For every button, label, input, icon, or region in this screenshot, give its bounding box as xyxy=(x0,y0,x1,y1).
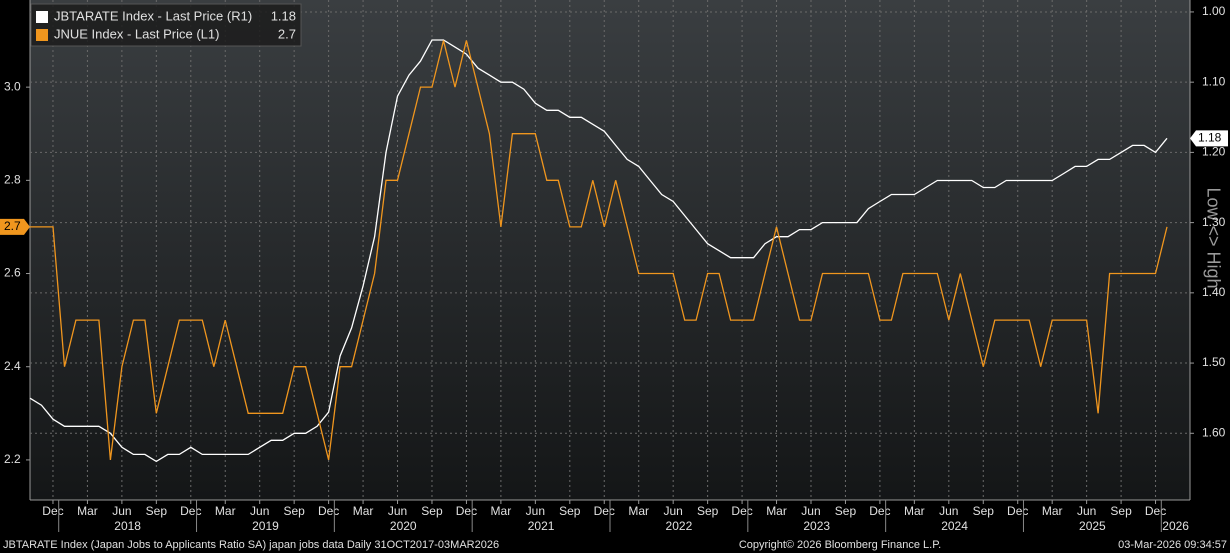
x-tick-label: Jun xyxy=(388,504,407,518)
x-tick-label: Mar xyxy=(904,504,925,518)
y-tick-label: 2.2 xyxy=(4,452,21,466)
y-tick-label: 2.8 xyxy=(4,173,21,187)
series-line xyxy=(29,39,1168,463)
last-value-tag xyxy=(0,218,30,235)
year-label: 2024 xyxy=(941,519,968,533)
x-tick-label: Sep xyxy=(146,504,168,518)
year-label: 2018 xyxy=(114,519,141,533)
x-tick-label: Sep xyxy=(559,504,581,518)
x-tick-label: Mar xyxy=(353,504,374,518)
y2-tick-label: 1.40 xyxy=(1202,285,1226,299)
x-tick-label: Sep xyxy=(421,504,443,518)
x-tick-label: Sep xyxy=(1110,504,1132,518)
footer-source: JBTARATE Index (Japan Jobs to Applicants… xyxy=(3,539,499,551)
legend-swatch xyxy=(36,11,48,23)
x-tick-label: Jun xyxy=(663,504,682,518)
x-tick-label: Mar xyxy=(1042,504,1063,518)
y-tick-label: 2.4 xyxy=(4,359,21,373)
y2-tick-label: 1.00 xyxy=(1202,4,1226,18)
year-label: 2026 xyxy=(1162,519,1189,533)
plot-area xyxy=(30,0,1190,500)
x-tick-label: Jun xyxy=(250,504,269,518)
legend-value: 2.7 xyxy=(278,26,296,41)
y2-tick-label: 1.10 xyxy=(1202,74,1226,88)
x-tick-label: Sep xyxy=(283,504,305,518)
year-label: 2019 xyxy=(252,519,279,533)
x-tick-label: Dec xyxy=(180,504,201,518)
footer-copyright: Copyright© 2026 Bloomberg Finance L.P. xyxy=(739,539,941,551)
y-tick-label: 2.6 xyxy=(4,266,21,280)
last-value-label: 1.18 xyxy=(1198,131,1222,145)
x-tick-label: Mar xyxy=(77,504,98,518)
x-tick-label: Jun xyxy=(112,504,131,518)
x-tick-label: Dec xyxy=(456,504,477,518)
x-tick-label: Dec xyxy=(318,504,339,518)
legend-value: 1.18 xyxy=(271,8,296,23)
legend-box xyxy=(30,3,302,47)
x-tick-label: Jun xyxy=(1077,504,1096,518)
series-line xyxy=(30,40,1168,461)
y2-tick-label: 1.20 xyxy=(1202,145,1226,159)
legend-swatch xyxy=(36,29,48,41)
x-tick-label: Dec xyxy=(42,504,63,518)
x-tick-label: Sep xyxy=(697,504,719,518)
x-tick-label: Jun xyxy=(801,504,820,518)
x-tick-label: Jun xyxy=(526,504,545,518)
footer-timestamp: 03-Mar-2026 09:34:57 xyxy=(1118,539,1227,551)
y2-axis-title: Low <> High xyxy=(1203,187,1223,288)
x-tick-label: Mar xyxy=(491,504,512,518)
year-label: 2023 xyxy=(803,519,830,533)
y2-tick-label: 1.30 xyxy=(1202,215,1226,229)
x-tick-label: Dec xyxy=(869,504,890,518)
x-tick-label: Sep xyxy=(973,504,995,518)
y-tick-label: 3.0 xyxy=(4,79,21,93)
last-value-label: 2.7 xyxy=(4,219,21,233)
legend-label: JBTARATE Index - Last Price (R1) xyxy=(54,8,252,23)
y2-tick-label: 1.60 xyxy=(1202,425,1226,439)
year-label: 2020 xyxy=(390,519,417,533)
x-tick-label: Sep xyxy=(835,504,857,518)
x-tick-label: Dec xyxy=(1007,504,1028,518)
y2-tick-label: 1.50 xyxy=(1202,355,1226,369)
x-tick-label: Jun xyxy=(939,504,958,518)
x-tick-label: Dec xyxy=(1145,504,1166,518)
x-tick-label: Mar xyxy=(215,504,236,518)
x-tick-label: Dec xyxy=(731,504,752,518)
year-label: 2022 xyxy=(666,519,693,533)
year-label: 2025 xyxy=(1079,519,1106,533)
legend-label: JNUE Index - Last Price (L1) xyxy=(54,26,219,41)
last-value-tag xyxy=(1190,130,1228,147)
x-tick-label: Dec xyxy=(594,504,615,518)
year-label: 2021 xyxy=(528,519,555,533)
x-tick-label: Mar xyxy=(766,504,787,518)
x-tick-label: Mar xyxy=(628,504,649,518)
